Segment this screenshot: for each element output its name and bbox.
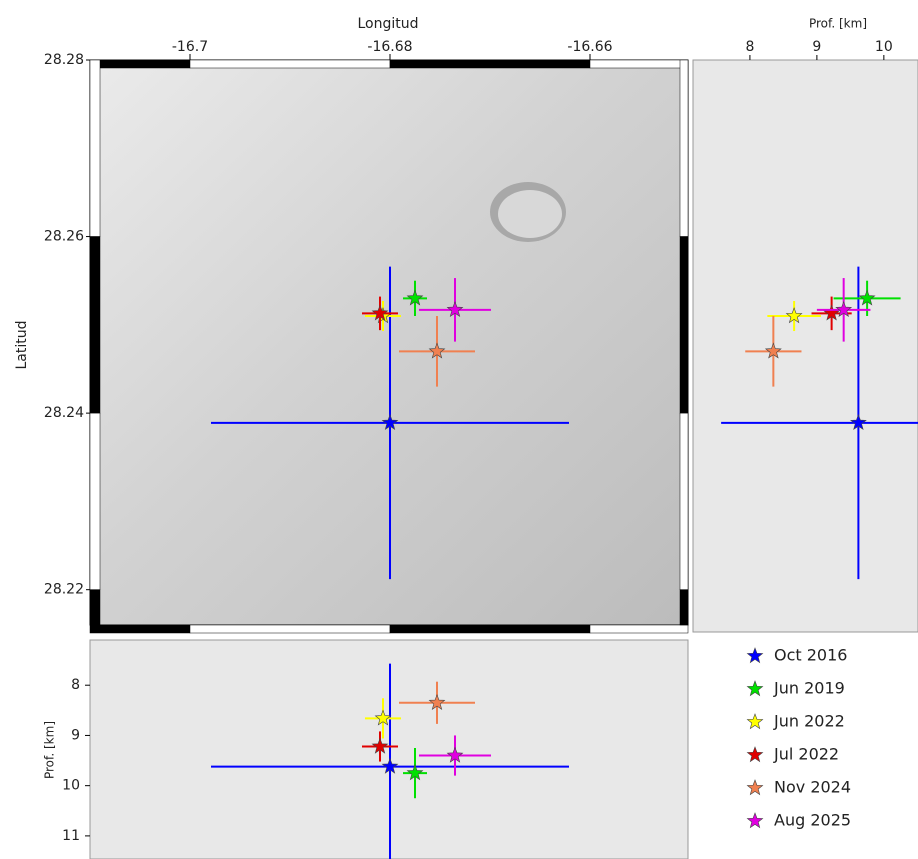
bottom-tick-label: 11 bbox=[62, 828, 80, 844]
bottom-axis-title: Prof. [km] bbox=[43, 721, 57, 779]
map-frame bbox=[190, 625, 390, 633]
map-frame bbox=[90, 60, 100, 237]
y-tick-label: 28.28 bbox=[44, 52, 84, 68]
y-tick-label: 28.26 bbox=[44, 229, 84, 245]
x-tick-label: -16.7 bbox=[172, 39, 208, 55]
x-tick-label: -16.68 bbox=[367, 39, 412, 55]
legend-label: Oct 2016 bbox=[774, 646, 847, 665]
map-frame bbox=[90, 590, 100, 625]
map-frame bbox=[90, 237, 100, 414]
bottom-tick-label: 8 bbox=[71, 677, 80, 693]
x-axis-title: Longitud bbox=[357, 16, 418, 32]
map-frame bbox=[90, 60, 190, 68]
right-axis-title: Prof. [km] bbox=[809, 17, 867, 31]
legend-marker bbox=[747, 681, 762, 696]
y-tick-label: 28.24 bbox=[44, 405, 84, 421]
map-frame bbox=[680, 60, 688, 237]
legend-label: Aug 2025 bbox=[774, 811, 851, 830]
chart: Longitud Latitud Prof. [km] Prof. [km] O… bbox=[0, 0, 918, 859]
bottom-tick-label: 9 bbox=[71, 727, 80, 743]
map-frame bbox=[680, 237, 688, 414]
legend-label: Jul 2022 bbox=[773, 745, 839, 764]
legend-marker bbox=[747, 813, 762, 828]
map-frame bbox=[680, 413, 688, 590]
right-tick-label: 10 bbox=[875, 39, 893, 55]
map-frame bbox=[90, 625, 190, 633]
map-frame bbox=[90, 413, 100, 590]
map-frame bbox=[680, 590, 688, 625]
legend-label: Nov 2024 bbox=[774, 778, 851, 797]
right-tick-label: 9 bbox=[812, 39, 821, 55]
x-tick-label: -16.66 bbox=[567, 39, 612, 55]
legend-label: Jun 2022 bbox=[773, 712, 845, 731]
y-tick-label: 28.22 bbox=[44, 582, 84, 598]
bottom-tick-label: 10 bbox=[62, 778, 80, 794]
map-frame bbox=[390, 625, 590, 633]
y-axis-title: Latitud bbox=[14, 320, 30, 369]
legend-marker bbox=[747, 747, 762, 762]
legend-label: Jun 2019 bbox=[773, 679, 845, 698]
crater-floor bbox=[498, 190, 562, 238]
map-frame bbox=[590, 625, 688, 633]
right-panel bbox=[693, 60, 918, 632]
map-frame bbox=[190, 60, 390, 68]
legend-marker bbox=[747, 648, 762, 663]
legend-marker bbox=[747, 780, 762, 795]
map-frame bbox=[390, 60, 590, 68]
legend-marker bbox=[747, 714, 762, 729]
right-tick-label: 8 bbox=[745, 39, 754, 55]
map-frame bbox=[590, 60, 688, 68]
